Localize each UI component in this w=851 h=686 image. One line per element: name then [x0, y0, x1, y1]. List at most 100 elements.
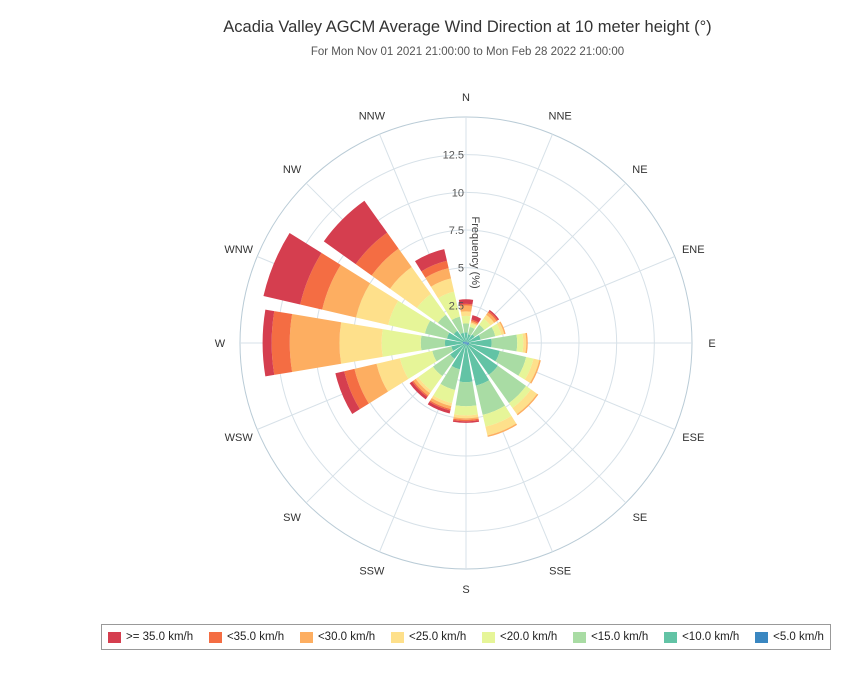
sector-n-5 [459, 305, 473, 312]
legend-label: <5.0 km/h [773, 631, 824, 643]
legend-swatch [391, 631, 404, 643]
legend-item[interactable]: <15.0 km/h [573, 631, 648, 643]
sector-ssw-7 [427, 401, 451, 414]
sector-w-1 [444, 339, 464, 347]
sector-group [262, 200, 541, 437]
sector-s-4 [453, 414, 479, 419]
sector-ssw-4 [431, 395, 453, 407]
sector-nnw-6 [421, 260, 449, 278]
sector-nw-4 [389, 266, 431, 308]
sector-nne-2 [468, 326, 475, 336]
sector-e-5 [525, 332, 528, 354]
sector-ne-2 [472, 324, 485, 337]
direction-label-nnw: NNW [359, 111, 386, 123]
sector-sw-4 [415, 377, 432, 394]
direction-label-nne: NNE [549, 111, 572, 123]
radial-tick-label: 2.5 [449, 300, 464, 312]
legend-swatch [482, 631, 496, 643]
sector-wnw-1 [446, 332, 464, 343]
legend-swatch [664, 631, 678, 643]
legend-item[interactable]: >= 35.0 km/h [108, 631, 193, 643]
direction-label-ssw: SSW [359, 565, 385, 577]
grid-spoke [465, 134, 553, 344]
sector-ssw-0 [465, 343, 466, 345]
sector-e-0 [466, 342, 470, 344]
sector-w-5 [289, 314, 342, 372]
sector-nw-7 [323, 200, 388, 265]
sector-se-5 [516, 393, 539, 416]
legend-item[interactable]: <20.0 km/h [482, 631, 557, 643]
sector-sw-6 [412, 380, 429, 397]
sector-ne-6 [487, 311, 498, 322]
direction-label-wnw: WNW [224, 244, 253, 256]
sector-wsw-5 [354, 363, 389, 404]
sector-e-3 [516, 333, 524, 353]
legend-swatch [299, 631, 313, 643]
direction-label-e: E [708, 338, 715, 350]
sector-sse-5 [487, 423, 518, 437]
sector-nnw-3 [438, 291, 460, 320]
sector-ssw-2 [440, 366, 460, 390]
direction-label-n: N [462, 92, 470, 104]
sector-wsw-0 [464, 343, 466, 344]
sector-nne-5 [470, 320, 478, 326]
sector-sw-1 [450, 343, 466, 359]
sector-s-2 [455, 381, 477, 407]
sector-se-1 [467, 344, 498, 375]
direction-label-ene: ENE [682, 244, 705, 256]
legend-item[interactable]: <5.0 km/h [755, 631, 824, 643]
direction-label-s: S [462, 584, 469, 596]
sector-ese-3 [518, 356, 534, 380]
sector-ene-4 [496, 322, 505, 335]
legend-swatch [573, 631, 587, 643]
direction-label-nw: NW [283, 164, 302, 176]
sector-sse-3 [482, 405, 512, 427]
sector-e-1 [468, 338, 492, 348]
sector-sse-2 [475, 380, 506, 415]
radial-tick-label: 10 [452, 187, 464, 199]
legend-item[interactable]: <25.0 km/h [391, 631, 466, 643]
sector-ne-1 [466, 334, 475, 343]
legend-swatch [208, 631, 222, 643]
sector-nw-2 [437, 314, 458, 335]
sector-nne-0 [466, 341, 467, 343]
sector-nne-3 [469, 323, 477, 329]
radial-tick-label: 5 [458, 263, 464, 275]
sector-nnw-2 [451, 316, 464, 335]
sector-wnw-6 [300, 252, 341, 310]
sector-w-4 [339, 322, 383, 364]
sector-ese-2 [495, 350, 527, 376]
legend-label: >= 35.0 km/h [126, 631, 194, 643]
sector-nnw-5 [425, 268, 452, 287]
sector-nne-1 [466, 334, 471, 342]
sector-w-7 [262, 309, 275, 377]
sector-wnw-3 [388, 300, 431, 334]
sector-ne-3 [479, 318, 491, 330]
sector-n-7 [458, 299, 474, 305]
sector-ene-3 [491, 323, 502, 337]
sector-wsw-6 [344, 368, 369, 410]
sector-s-7 [452, 420, 480, 423]
chart-legend: >= 35.0 km/h <35.0 km/h <30.0 km/h <25.0 km… [101, 624, 831, 650]
sector-wsw-1 [451, 343, 465, 351]
sector-e-2 [491, 334, 518, 352]
direction-label-ne: NE [632, 164, 647, 176]
sector-sse-1 [466, 344, 490, 386]
sector-n-2 [462, 323, 470, 333]
legend-item[interactable]: <10.0 km/h [664, 631, 739, 643]
sector-ssw-1 [451, 344, 466, 370]
sector-nne-7 [471, 315, 482, 323]
sector-ese-1 [468, 343, 500, 362]
sector-se-2 [488, 365, 527, 404]
sector-ene-5 [499, 321, 506, 335]
radial-tick-label: 12.5 [443, 150, 464, 162]
legend-item[interactable]: <30.0 km/h [299, 631, 375, 643]
sector-ssw-6 [429, 400, 451, 411]
legend-item[interactable]: <35.0 km/h [208, 631, 284, 643]
chart-title: Acadia Valley AGCM Average Wind Directio… [223, 18, 712, 36]
sector-nw-3 [416, 293, 446, 323]
sector-ene-2 [478, 327, 496, 340]
sector-ssw-3 [433, 383, 456, 404]
sector-sw-5 [413, 378, 431, 396]
sector-sse-0 [466, 343, 467, 345]
